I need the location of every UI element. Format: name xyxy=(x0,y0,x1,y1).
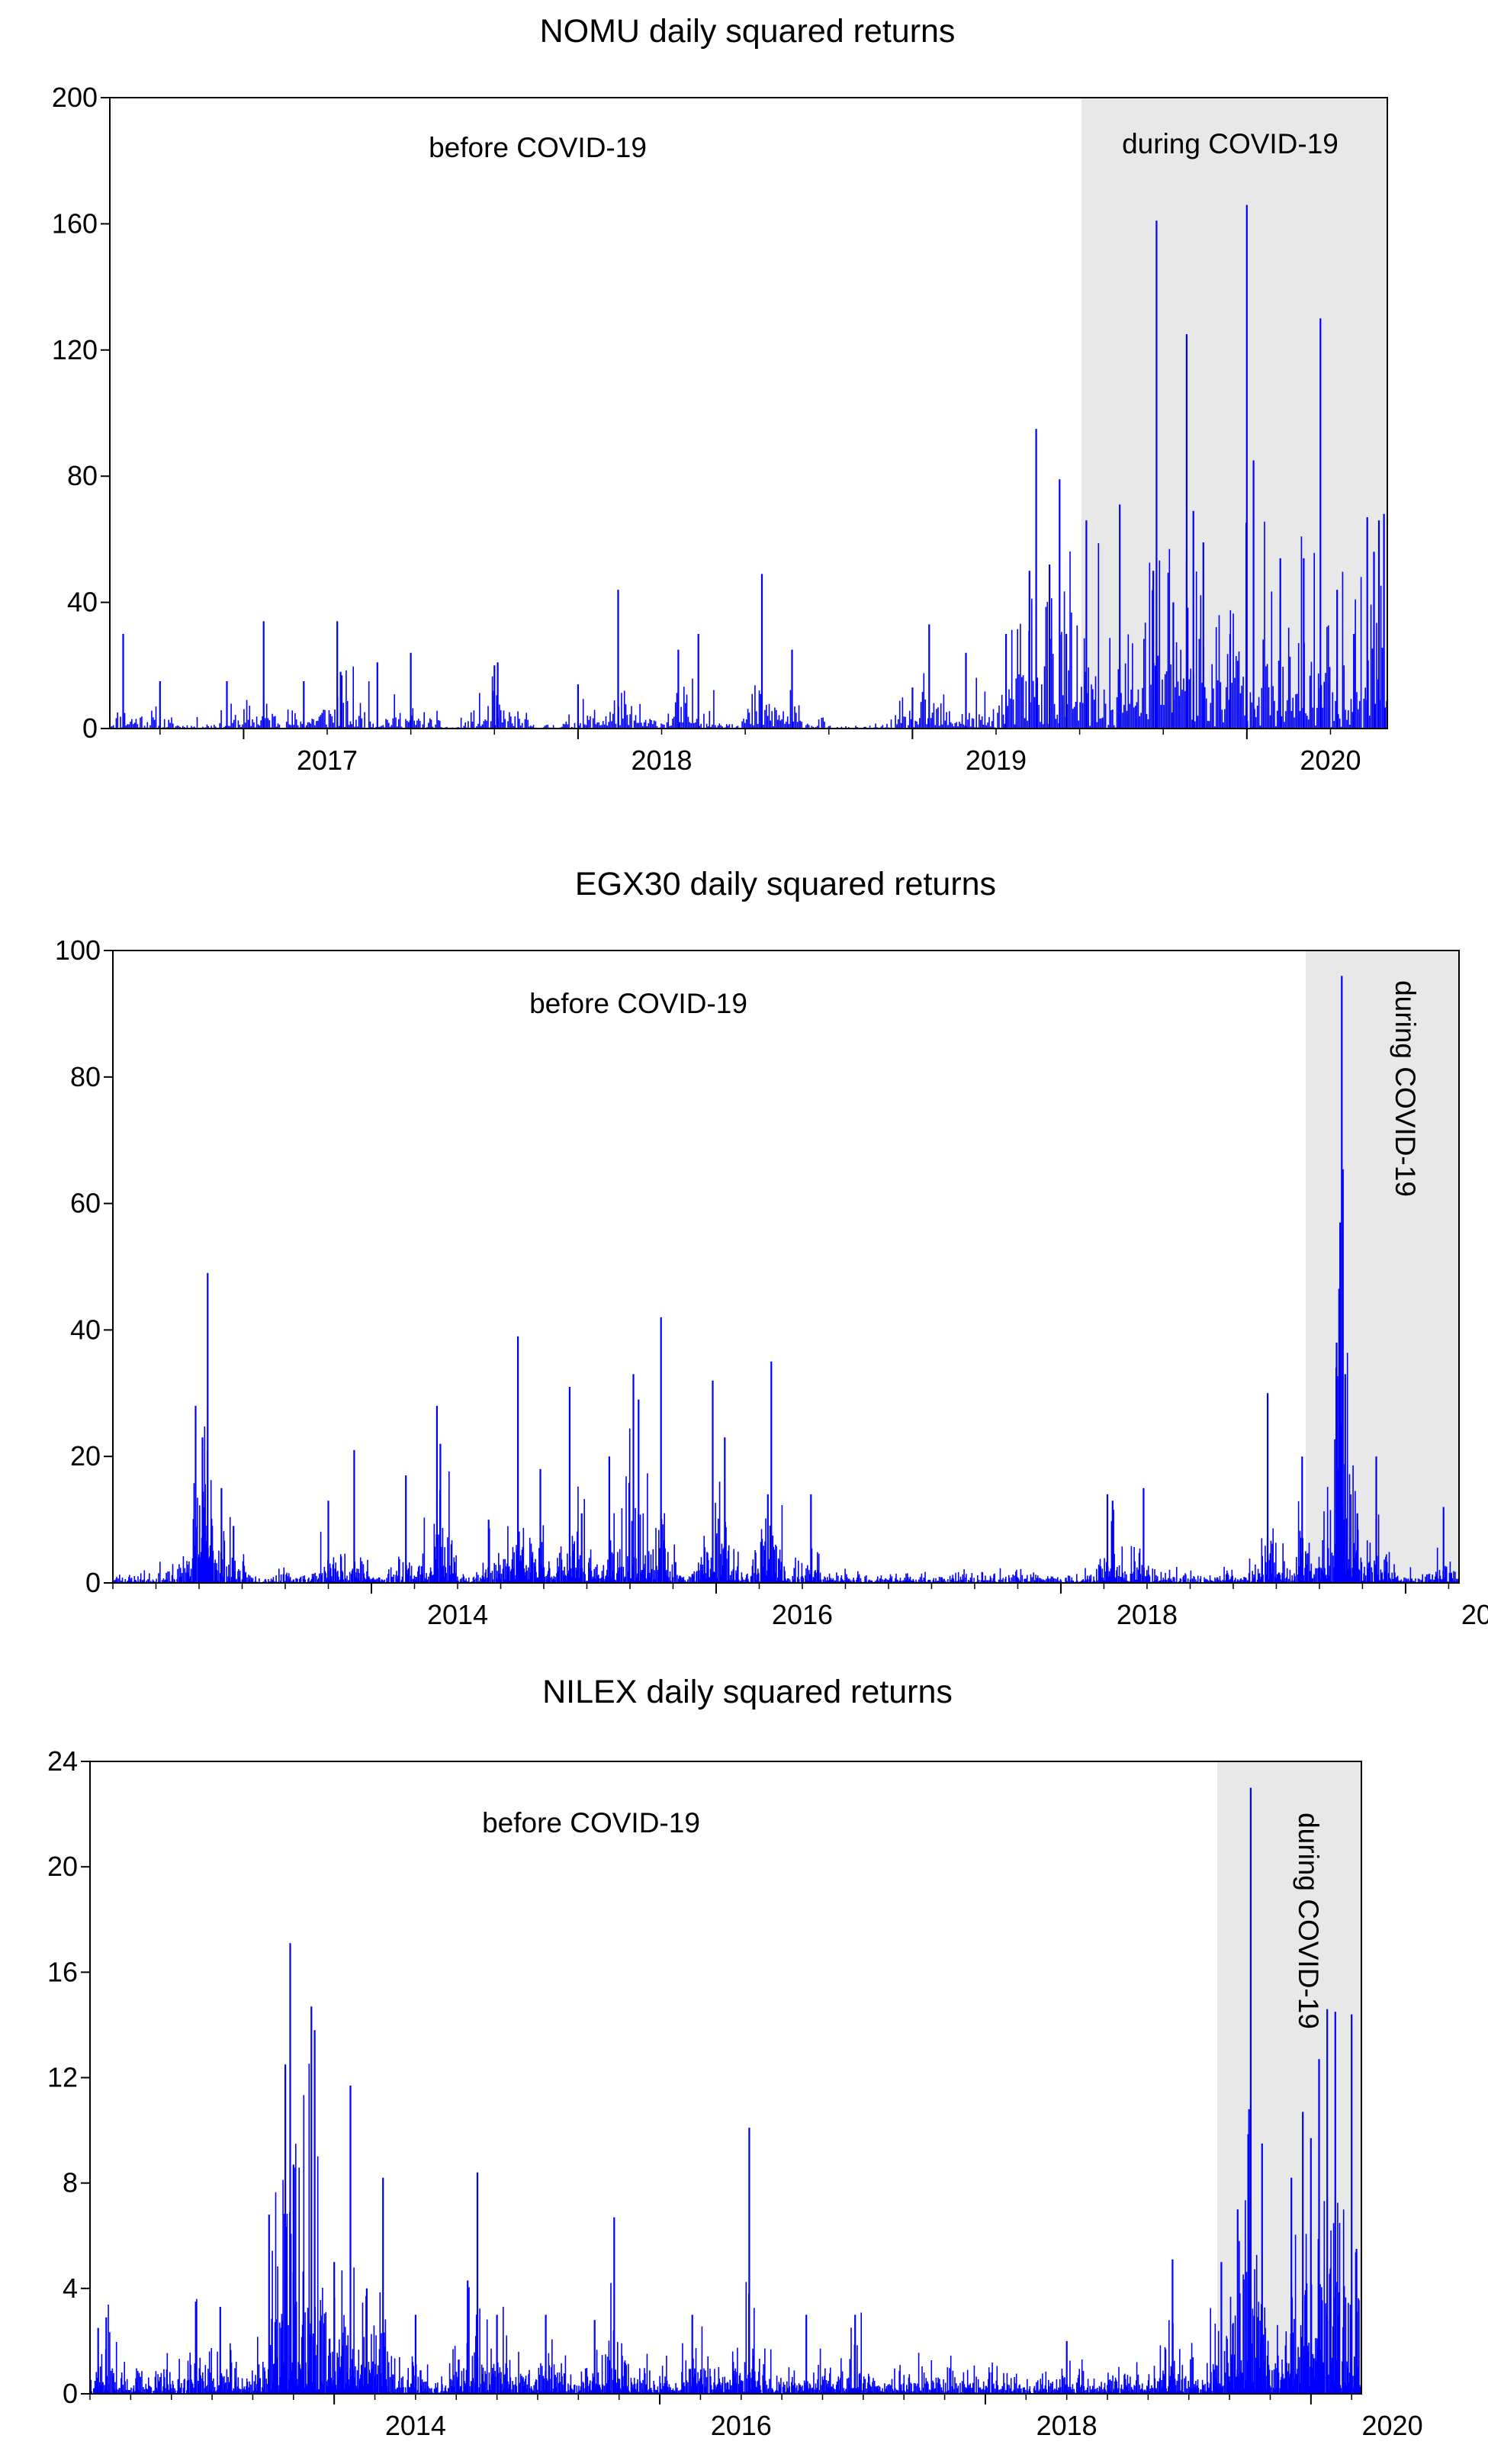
egx30-y-tick-label: 60 xyxy=(70,1188,101,1219)
nomu-x-tick-label: 2017 xyxy=(297,745,358,776)
egx30-x-tick-label: 2016 xyxy=(772,1599,833,1630)
egx30-x-tick-label: 2014 xyxy=(427,1599,488,1630)
nilex-y-tick-label: 24 xyxy=(47,1745,78,1777)
nomu-chart: NOMU daily squared returns 0 40 80 120 160 20… xyxy=(52,13,1388,776)
nomu-during-covid-annotation: during COVID-19 xyxy=(1122,128,1339,159)
nomu-x-tick-label: 2020 xyxy=(1300,745,1361,776)
nomu-x-axis: 2017 2018 2019 2020 xyxy=(159,729,1361,776)
nilex-x-tick-label: 2018 xyxy=(1036,2410,1098,2441)
egx30-y-axis: 0 20 40 60 80 100 xyxy=(55,934,113,1598)
nomu-y-tick-label: 0 xyxy=(82,713,98,744)
nilex-bars xyxy=(89,1787,1362,2394)
egx30-y-tick-label: 0 xyxy=(85,1567,101,1598)
egx30-x-tick-label: 2020 xyxy=(1461,1599,1488,1630)
nilex-plot-frame xyxy=(89,1761,1362,2395)
nilex-y-tick-label: 4 xyxy=(63,2273,78,2304)
egx30-chart: EGX30 daily squared returns 0 20 40 60 80 100… xyxy=(55,866,1488,1630)
egx30-plot-frame xyxy=(112,950,1460,1584)
nomu-y-tick-label: 40 xyxy=(67,587,98,618)
nomu-y-tick-label: 120 xyxy=(52,334,98,365)
nomu-bars xyxy=(110,204,1387,729)
nilex-x-tick-label: 2014 xyxy=(385,2410,446,2441)
egx30-y-tick-label: 40 xyxy=(70,1314,101,1345)
nilex-before-covid-annotation: before COVID-19 xyxy=(482,1807,700,1838)
nilex-y-tick-label: 8 xyxy=(63,2167,78,2199)
nilex-x-axis: 2014 2016 2018 2020 xyxy=(89,2394,1423,2441)
egx30-y-tick-label: 100 xyxy=(55,934,101,966)
nilex-chart: NILEX daily squared returns 04812162024 … xyxy=(47,1674,1423,2441)
nilex-chart-title: NILEX daily squared returns xyxy=(542,1674,953,1710)
nomu-plot-frame xyxy=(109,97,1388,729)
nomu-x-tick-label: 2018 xyxy=(631,745,692,776)
nomu-chart-title: NOMU daily squared returns xyxy=(540,13,956,50)
egx30-chart-title: EGX30 daily squared returns xyxy=(575,866,996,902)
nilex-x-tick-label: 2016 xyxy=(711,2410,772,2441)
egx30-before-covid-annotation: before COVID-19 xyxy=(529,988,747,1019)
nilex-y-tick-label: 16 xyxy=(47,1956,78,1987)
nomu-y-tick-label: 200 xyxy=(52,82,98,113)
nilex-y-tick-label: 0 xyxy=(63,2378,78,2409)
egx30-covid-shade xyxy=(1306,951,1459,1583)
egx30-x-axis: 2014 2016 2018 2020 xyxy=(112,1583,1488,1630)
nilex-y-tick-label: 12 xyxy=(47,2062,78,2093)
nilex-during-covid-annotation: during COVID-19 xyxy=(1293,1813,1324,2029)
nomu-y-tick-label: 160 xyxy=(52,207,98,239)
nomu-covid-shade xyxy=(1081,98,1387,729)
nilex-y-tick-label: 20 xyxy=(47,1851,78,1882)
egx30-y-tick-label: 80 xyxy=(70,1061,101,1092)
egx30-during-covid-annotation: during COVID-19 xyxy=(1390,980,1421,1197)
nomu-x-tick-label: 2019 xyxy=(966,745,1027,776)
nomu-y-tick-label: 80 xyxy=(67,460,98,491)
egx30-y-tick-label: 20 xyxy=(70,1440,101,1472)
nomu-y-axis: 0 40 80 120 160 200 xyxy=(52,82,110,744)
nilex-y-axis: 0 4 8 12 16 20 24 xyxy=(47,1745,90,2409)
egx30-bars xyxy=(112,976,1460,1583)
egx30-x-tick-label: 2018 xyxy=(1117,1599,1178,1630)
nilex-x-tick-label: 2020 xyxy=(1362,2410,1423,2441)
nomu-before-covid-annotation: before COVID-19 xyxy=(429,132,647,163)
